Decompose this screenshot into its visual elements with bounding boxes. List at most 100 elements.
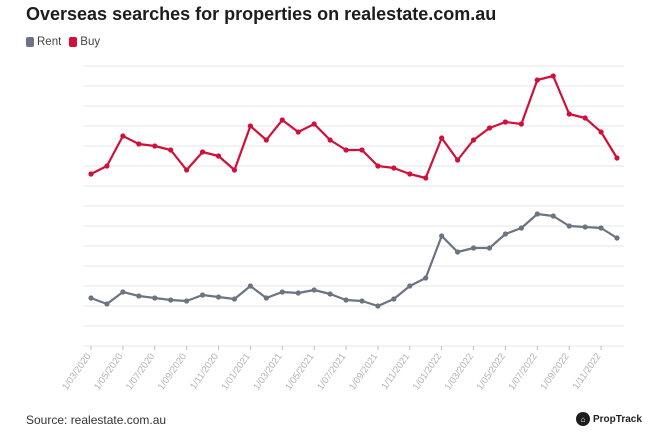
data-point-buy[interactable] (279, 117, 285, 123)
data-point-rent[interactable] (534, 211, 540, 217)
data-point-rent[interactable] (168, 297, 174, 303)
x-tick-label: 1/07/2020 (124, 351, 157, 392)
data-point-rent[interactable] (518, 225, 524, 231)
data-point-rent[interactable] (391, 296, 397, 302)
legend: Rent Buy (26, 36, 108, 48)
data-point-buy[interactable] (486, 125, 493, 131)
data-point-buy[interactable] (120, 133, 126, 139)
data-point-rent[interactable] (152, 295, 158, 301)
data-point-rent[interactable] (439, 233, 445, 239)
buy-swatch (69, 37, 78, 47)
data-point-buy[interactable] (502, 119, 509, 125)
data-point-buy[interactable] (152, 143, 158, 149)
data-point-buy[interactable] (550, 73, 556, 79)
data-point-rent[interactable] (582, 224, 588, 230)
data-point-rent[interactable] (199, 292, 206, 298)
data-point-buy[interactable] (231, 167, 238, 173)
data-point-rent[interactable] (104, 301, 110, 307)
data-point-rent[interactable] (311, 287, 317, 293)
x-tick-label: 1/05/2020 (92, 351, 125, 392)
legend-item-buy[interactable]: Buy (69, 36, 100, 48)
data-point-rent[interactable] (343, 297, 349, 303)
data-point-rent[interactable] (327, 291, 333, 297)
data-point-buy[interactable] (518, 121, 524, 127)
data-point-buy[interactable] (247, 123, 253, 129)
series-line-buy (89, 74, 619, 180)
brand-logo: ⌂ PropTrack (576, 412, 642, 426)
data-point-buy[interactable] (343, 147, 349, 153)
data-point-buy[interactable] (311, 121, 317, 127)
data-point-buy[interactable] (391, 165, 397, 171)
data-point-rent[interactable] (247, 283, 253, 289)
data-point-buy[interactable] (168, 147, 174, 153)
data-point-rent[interactable] (598, 225, 604, 231)
data-point-buy[interactable] (327, 137, 333, 143)
data-point-buy[interactable] (534, 77, 540, 83)
data-point-buy[interactable] (295, 129, 301, 135)
x-tick-label: 1/07/2021 (315, 351, 348, 392)
data-point-rent[interactable] (486, 245, 493, 251)
x-tick-label: 1/03/2020 (60, 351, 93, 392)
data-point-rent[interactable] (502, 231, 509, 237)
data-point-buy[interactable] (439, 135, 445, 141)
data-point-rent[interactable] (375, 303, 381, 309)
rent-swatch (26, 37, 34, 47)
data-point-buy[interactable] (104, 163, 110, 169)
data-point-rent[interactable] (184, 298, 190, 304)
x-tick-label: 1/09/2020 (156, 351, 189, 392)
data-point-buy[interactable] (455, 157, 461, 163)
series-lines (88, 73, 620, 309)
data-point-buy[interactable] (215, 153, 222, 159)
data-point-buy[interactable] (359, 147, 365, 153)
legend-item-rent[interactable]: Rent (26, 36, 61, 48)
data-point-rent[interactable] (231, 296, 238, 302)
data-point-rent[interactable] (614, 235, 620, 241)
data-point-buy[interactable] (598, 129, 604, 135)
data-point-buy[interactable] (136, 141, 142, 147)
x-tick-label: 1/03/2022 (443, 351, 476, 392)
source-note: Source: realestate.com.au (26, 413, 167, 427)
data-point-rent[interactable] (295, 290, 301, 296)
data-point-buy[interactable] (407, 171, 413, 177)
x-tick-label: 1/11/2021 (379, 351, 412, 391)
data-point-rent[interactable] (120, 289, 126, 295)
data-point-rent[interactable] (279, 289, 285, 295)
x-tick-label: 1/11/2022 (571, 351, 604, 391)
chart-title: Overseas searches for properties on real… (26, 4, 497, 24)
x-tick-label: 1/01/2022 (411, 351, 444, 392)
x-tick-label: 1/07/2022 (507, 351, 540, 392)
data-point-buy[interactable] (423, 175, 429, 181)
series-line-rent (89, 212, 619, 308)
x-tick-label: 1/09/2022 (538, 351, 571, 392)
data-point-rent[interactable] (566, 223, 572, 229)
x-tick-label: 1/03/2021 (251, 351, 284, 392)
data-point-rent[interactable] (470, 245, 477, 251)
data-point-rent[interactable] (359, 298, 365, 304)
data-point-rent[interactable] (263, 295, 269, 301)
legend-label-buy: Buy (80, 36, 101, 48)
data-point-rent[interactable] (407, 283, 413, 289)
data-point-buy[interactable] (582, 115, 588, 121)
data-point-buy[interactable] (470, 137, 477, 143)
x-tick-label: 1/09/2021 (347, 351, 380, 392)
data-point-rent[interactable] (88, 295, 94, 301)
data-point-rent[interactable] (423, 275, 429, 281)
data-point-buy[interactable] (614, 155, 620, 161)
data-point-buy[interactable] (566, 111, 572, 117)
data-point-buy[interactable] (184, 167, 190, 173)
brand-name: PropTrack (593, 413, 642, 425)
data-point-rent[interactable] (136, 293, 142, 299)
x-tick-label: 1/01/2021 (220, 351, 253, 392)
data-point-rent[interactable] (455, 249, 461, 255)
legend-label-rent: Rent (37, 36, 62, 48)
data-point-buy[interactable] (263, 137, 269, 143)
x-tick-label: 1/05/2021 (283, 351, 316, 392)
data-point-buy[interactable] (199, 149, 206, 155)
data-point-rent[interactable] (215, 294, 222, 300)
gridlines (84, 65, 624, 347)
data-point-rent[interactable] (550, 213, 556, 219)
data-point-buy[interactable] (375, 163, 381, 169)
data-point-buy[interactable] (88, 171, 94, 177)
